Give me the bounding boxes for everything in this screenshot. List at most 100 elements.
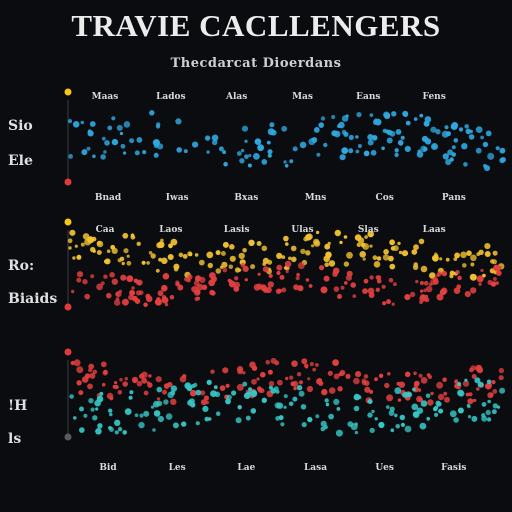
- x-tick-label-bottom: Bid: [99, 463, 117, 473]
- data-point: [382, 128, 387, 133]
- data-point: [215, 411, 221, 417]
- data-point: [283, 160, 287, 164]
- data-point: [196, 283, 204, 291]
- data-point: [313, 126, 320, 133]
- data-point: [227, 278, 232, 283]
- data-point: [229, 244, 235, 250]
- data-point: [480, 268, 484, 273]
- data-point: [339, 154, 346, 161]
- data-point: [177, 284, 184, 291]
- data-point: [298, 380, 304, 385]
- data-point: [477, 381, 484, 388]
- data-point: [254, 138, 262, 145]
- axis-marker-top-middle: [64, 218, 72, 226]
- data-point: [150, 405, 155, 409]
- data-point: [71, 289, 75, 294]
- y-side-label: ls: [8, 431, 21, 447]
- data-point: [383, 249, 389, 255]
- data-point: [285, 242, 289, 246]
- data-point: [445, 257, 450, 262]
- data-point: [353, 405, 360, 412]
- data-point: [163, 399, 169, 405]
- data-point: [499, 147, 506, 154]
- data-point: [290, 245, 297, 252]
- data-point: [240, 148, 245, 153]
- data-point: [333, 286, 340, 292]
- data-point: [134, 298, 141, 305]
- data-point: [153, 410, 161, 417]
- x-tick-label-top: Caa: [96, 225, 115, 235]
- data-point: [136, 279, 143, 286]
- data-point: [411, 249, 418, 255]
- data-point: [478, 249, 484, 255]
- data-point: [419, 113, 424, 118]
- data-point: [261, 245, 268, 252]
- data-point: [470, 262, 475, 267]
- data-point: [345, 373, 351, 379]
- data-point: [68, 154, 73, 159]
- data-point: [95, 407, 99, 411]
- data-point: [357, 143, 362, 149]
- data-point: [231, 390, 237, 396]
- data-point: [355, 149, 360, 154]
- data-point: [469, 367, 474, 373]
- data-point: [220, 251, 226, 256]
- data-point: [436, 293, 444, 301]
- data-point: [257, 272, 261, 276]
- data-point: [423, 280, 429, 286]
- data-point: [281, 255, 286, 259]
- data-point: [467, 398, 474, 405]
- data-point: [150, 253, 156, 259]
- data-point: [315, 363, 319, 367]
- data-point: [135, 290, 142, 296]
- data-point: [363, 150, 370, 157]
- data-point: [86, 146, 91, 151]
- data-point: [483, 163, 487, 168]
- data-point: [248, 387, 253, 392]
- data-point: [156, 397, 161, 401]
- data-point: [470, 287, 477, 294]
- data-point: [386, 405, 390, 409]
- data-point: [311, 244, 315, 248]
- data-point: [471, 374, 477, 379]
- data-point: [303, 363, 309, 369]
- data-point: [288, 401, 294, 407]
- data-point: [114, 419, 121, 426]
- data-point: [211, 139, 218, 146]
- data-point: [444, 125, 449, 130]
- axis-marker-bottom-bottom: [64, 433, 72, 441]
- data-point: [435, 129, 441, 135]
- data-point: [170, 398, 177, 405]
- data-point: [442, 153, 449, 160]
- data-point: [247, 391, 252, 396]
- data-point: [324, 398, 329, 403]
- chart-title: TRAVIE CACLLENGERS: [71, 8, 441, 43]
- data-point: [486, 379, 492, 385]
- data-point: [143, 302, 148, 308]
- data-point: [498, 367, 505, 374]
- data-point: [67, 238, 73, 244]
- data-point: [420, 289, 424, 293]
- data-point: [170, 238, 178, 246]
- data-point: [343, 235, 348, 239]
- data-point: [69, 394, 74, 399]
- data-point: [285, 376, 289, 381]
- data-point: [88, 398, 94, 404]
- data-point: [355, 135, 359, 139]
- data-point: [76, 380, 82, 386]
- data-point: [445, 159, 452, 166]
- data-point: [192, 141, 199, 148]
- data-point: [239, 158, 245, 164]
- data-point: [267, 149, 273, 155]
- data-point: [123, 151, 127, 155]
- data-point: [114, 384, 119, 390]
- axis-marker-bottom-top: [64, 178, 72, 186]
- data-point: [283, 394, 288, 399]
- x-tick-label-bottom: Lae: [237, 463, 255, 473]
- data-point: [421, 135, 429, 143]
- data-point: [142, 150, 147, 155]
- data-point: [96, 240, 104, 248]
- data-point: [389, 263, 396, 270]
- data-point: [72, 256, 76, 260]
- data-point: [300, 404, 307, 410]
